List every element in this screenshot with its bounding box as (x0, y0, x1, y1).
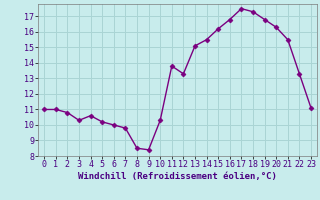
X-axis label: Windchill (Refroidissement éolien,°C): Windchill (Refroidissement éolien,°C) (78, 172, 277, 181)
